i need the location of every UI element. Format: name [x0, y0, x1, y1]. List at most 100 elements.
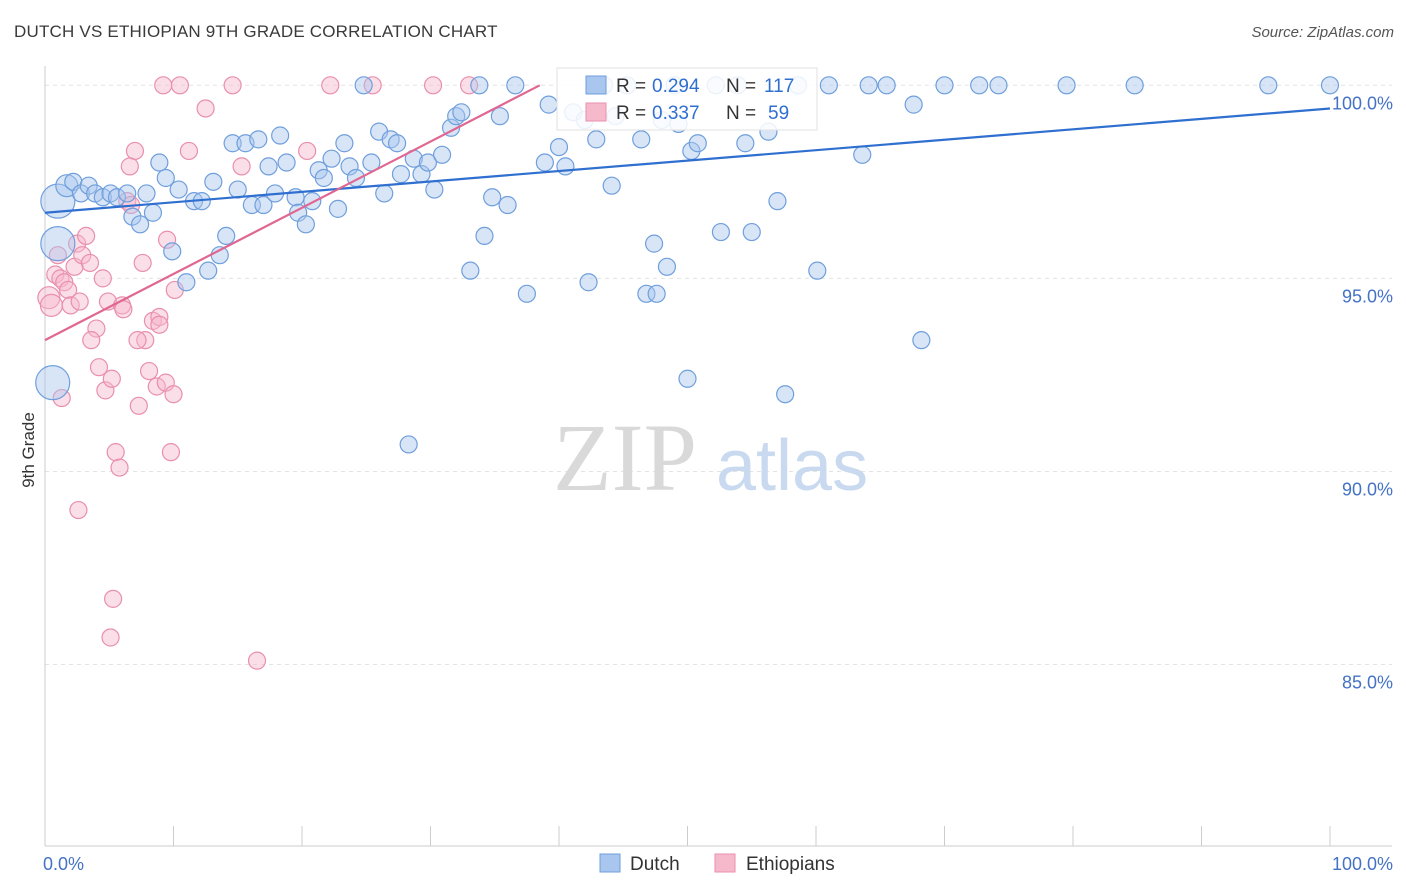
- ethiopians-point: [89, 358, 109, 377]
- chart-title: DUTCH VS ETHIOPIAN 9TH GRADE CORRELATION…: [14, 22, 498, 41]
- grid-lines: [45, 84, 1392, 666]
- dutch-point: [912, 331, 931, 350]
- ethiopians-point: [125, 141, 145, 161]
- watermark: ZIP atlas: [553, 404, 868, 511]
- dutch-point: [470, 76, 489, 95]
- dutch-point: [314, 168, 333, 188]
- ethiopians-point: [104, 589, 123, 608]
- dutch-trend-line: [44, 107, 1331, 214]
- dutch-point: [432, 145, 452, 164]
- axes: [44, 66, 1392, 847]
- ethiopians-point: [139, 361, 159, 381]
- source-attribution: Source: ZipAtlas.com: [1251, 24, 1394, 41]
- dutch-point: [340, 157, 359, 176]
- dutch-point: [1057, 76, 1076, 95]
- dutch-point: [742, 222, 761, 242]
- dutch-point: [71, 184, 91, 203]
- dutch-point: [644, 234, 664, 253]
- dutch-point: [736, 134, 755, 153]
- ethiopians-point: [129, 396, 148, 415]
- dutch-point: [452, 103, 471, 122]
- dutch-point: [259, 157, 278, 176]
- dutch-point: [375, 184, 394, 203]
- dutch-point: [1259, 76, 1278, 95]
- ethiopians-point: [164, 385, 183, 404]
- ethiopians-point: [93, 269, 112, 288]
- x-tick-label: 0.0%: [43, 854, 84, 874]
- x-tick-labels: 0.0% 100.0%: [43, 854, 1393, 874]
- ethiopians-point: [179, 141, 199, 161]
- dutch-point: [556, 157, 575, 176]
- dutch-point: [399, 435, 418, 454]
- dutch-point: [490, 107, 509, 126]
- dutch-point: [853, 145, 872, 164]
- dutch-point: [579, 273, 598, 292]
- dutch-point: [506, 76, 525, 95]
- legend-n-value-dutch: 117: [764, 76, 794, 97]
- ethiopians-point: [128, 331, 147, 350]
- y-tick-labels: 85.0% 90.0% 95.0% 100.0%: [1332, 93, 1393, 692]
- dutch-point: [296, 215, 315, 234]
- dutch-point: [322, 149, 341, 168]
- legend-r-label-dutch: R =: [616, 76, 646, 97]
- dutch-point: [483, 188, 502, 207]
- ethiopians-point: [154, 76, 173, 95]
- dutch-point: [970, 76, 989, 95]
- legend-r-value-dutch: 0.294: [652, 76, 700, 97]
- dutch-point: [632, 130, 651, 149]
- ethiopians-point: [157, 230, 177, 249]
- dutch-point: [249, 130, 268, 149]
- legend-swatch-dutch: [585, 75, 607, 95]
- y-tick-label: 85.0%: [1342, 673, 1393, 693]
- ethiopians-points: [37, 76, 479, 670]
- legend-r-label-ethiopians: R =: [616, 103, 646, 124]
- legend-swatch-ethiopians: [585, 102, 607, 122]
- dutch-point: [354, 76, 373, 95]
- dutch-point: [335, 134, 354, 153]
- dutch-point: [204, 172, 223, 191]
- ethiopians-point: [247, 651, 267, 670]
- dutch-point: [711, 222, 731, 242]
- ethiopians-point: [96, 381, 115, 400]
- bottom-legend-swatch-dutch: [599, 853, 621, 873]
- ethiopians-point: [321, 76, 340, 95]
- dutch-point: [498, 195, 517, 215]
- dutch-point: [254, 195, 273, 215]
- ethiopians-point: [161, 443, 181, 462]
- ethiopians-point: [61, 296, 80, 315]
- watermark-atlas: atlas: [716, 426, 868, 506]
- legend-n-value-ethiopians: 59: [768, 103, 789, 124]
- dutch-point: [935, 76, 954, 95]
- ethiopians-point: [69, 500, 88, 520]
- dutch-point: [150, 153, 169, 172]
- dutch-point: [391, 165, 411, 184]
- ethiopians-point: [196, 99, 215, 118]
- dutch-point: [169, 180, 188, 199]
- legend-n-label-dutch: N =: [726, 76, 756, 97]
- y-axis-title: 9th Grade: [19, 412, 38, 488]
- dutch-point: [277, 153, 296, 172]
- ethiopians-point: [147, 377, 166, 396]
- ethiopians-point: [136, 331, 155, 350]
- dutch-point: [602, 176, 621, 195]
- x-tick-label: 100.0%: [1332, 854, 1393, 874]
- ethiopians-point: [120, 157, 139, 176]
- dutch-point: [163, 242, 182, 261]
- ethiopians-trend-line: [44, 84, 541, 342]
- dutch-point: [223, 134, 242, 153]
- ethiopians-point: [80, 253, 100, 273]
- dutch-point: [539, 95, 558, 114]
- ethiopians-point: [223, 76, 242, 95]
- dutch-points: [35, 76, 1340, 454]
- dutch-point: [647, 284, 666, 303]
- ethiopians-point: [232, 157, 251, 176]
- dutch-point: [688, 134, 707, 153]
- y-tick-label: 90.0%: [1342, 479, 1393, 499]
- watermark-zip: ZIP: [553, 404, 697, 511]
- ethiopians-point: [82, 331, 101, 350]
- dutch-point: [118, 184, 137, 203]
- dutch-point: [130, 215, 150, 234]
- ethiopians-point: [170, 76, 190, 95]
- legend-n-label-ethiopians: N =: [726, 103, 756, 124]
- ethiopians-point: [70, 292, 89, 311]
